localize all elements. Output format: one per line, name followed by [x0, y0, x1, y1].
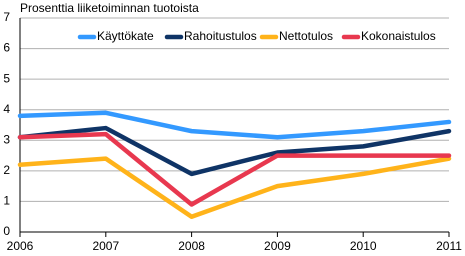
y-axis-label: Prosenttia liiketoiminnan tuotoista	[20, 1, 199, 15]
legend-label: Käyttökate	[97, 29, 154, 43]
y-tick-label: 1	[3, 194, 10, 208]
x-tick-label: 2009	[264, 239, 291, 253]
series-line	[17, 110, 452, 140]
y-tick-label: 5	[3, 71, 10, 85]
y-tick-label: 0	[3, 224, 10, 238]
x-tick-label: 2011	[436, 239, 462, 253]
y-tick-label: 6	[3, 41, 10, 55]
series-line	[17, 125, 452, 177]
x-tick-label: 2010	[350, 239, 377, 253]
y-tick-label: 3	[3, 132, 10, 146]
y-tick-label: 4	[3, 102, 10, 116]
x-tick-label: 2008	[178, 239, 205, 253]
series-line	[17, 156, 452, 219]
legend-label: Rahoitustulos	[184, 29, 257, 43]
legend-label: Kokonaistulos	[361, 29, 436, 43]
series-line	[17, 131, 452, 207]
y-tick-label: 2	[3, 163, 10, 177]
y-tick-label: 7	[3, 10, 10, 24]
legend-label: Nettotulos	[279, 29, 333, 43]
x-tick-label: 2006	[7, 239, 34, 253]
x-tick-label: 2007	[92, 239, 119, 253]
